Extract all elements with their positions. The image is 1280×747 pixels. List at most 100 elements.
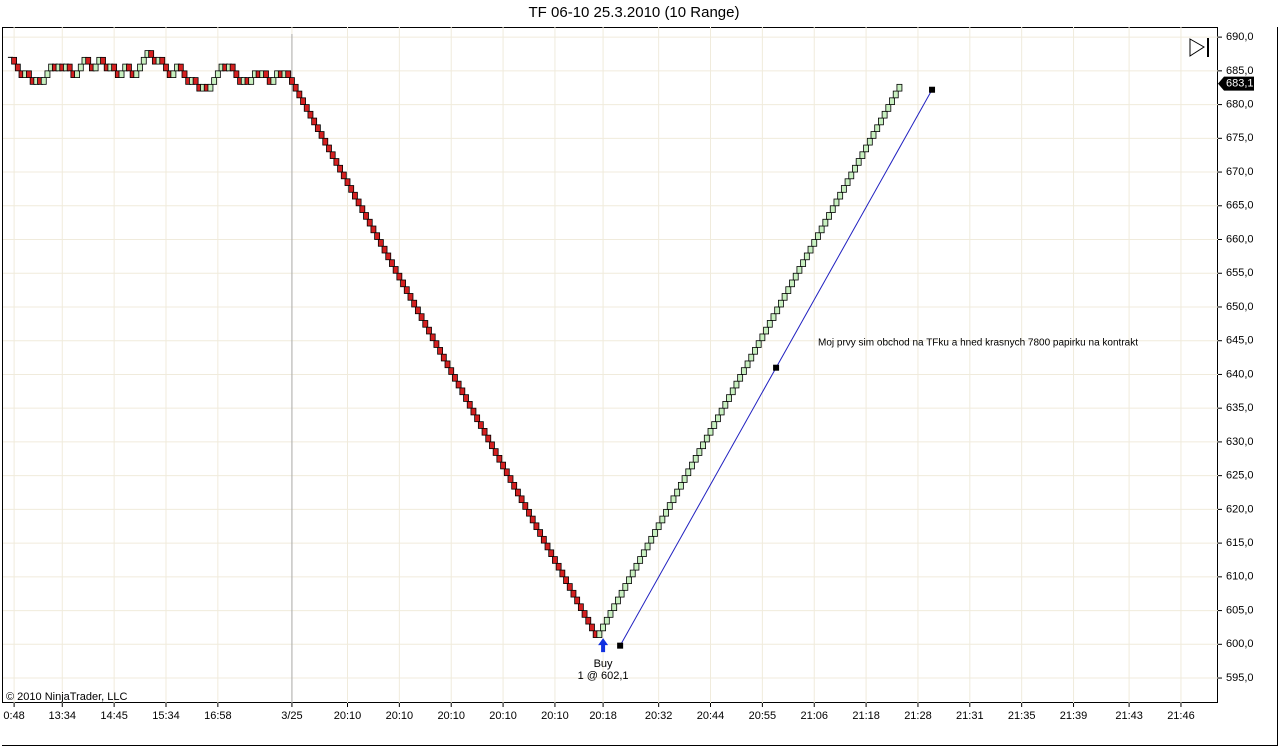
bar: [566, 583, 573, 591]
bar: [192, 77, 199, 85]
bar: [133, 70, 140, 78]
bar: [329, 151, 336, 159]
bar: [385, 252, 392, 261]
bar: [296, 90, 303, 99]
x-tick-label: 14:45: [100, 710, 128, 722]
x-tick-label: 21:28: [904, 710, 932, 722]
bar: [540, 535, 547, 544]
bar: [796, 266, 803, 274]
bar: [340, 171, 347, 180]
bar: [392, 266, 399, 274]
y-tick-label: 635,0: [1226, 402, 1254, 414]
bar: [555, 562, 562, 571]
bar: [840, 185, 847, 193]
bar: [503, 468, 510, 477]
bar: [878, 117, 884, 126]
bar: [270, 77, 277, 85]
bar: [544, 542, 551, 551]
bar: [507, 475, 514, 483]
bar: [770, 313, 777, 321]
bar: [648, 535, 655, 544]
layer: 595,0 600,0 605,0 610,0 615,0 620,0 625,0 630,0…: [3, 27, 1254, 722]
bar: [589, 623, 595, 632]
bar: [618, 589, 625, 598]
bar: [511, 481, 518, 490]
bar: [92, 63, 99, 72]
bar: [433, 340, 440, 348]
bar: [474, 414, 481, 423]
bar: [214, 70, 221, 78]
x-tick-label: 0:48: [3, 710, 24, 722]
bar: [496, 455, 503, 463]
bar: [477, 421, 484, 429]
bar: [500, 461, 506, 470]
x-tick-label: 21:43: [1115, 710, 1143, 722]
bar: [444, 360, 451, 369]
bar: [74, 70, 80, 78]
bar: [637, 556, 644, 564]
bar: [85, 56, 92, 65]
bar: [818, 225, 825, 234]
bar: [681, 475, 688, 483]
bar: [733, 380, 740, 389]
bar: [792, 272, 799, 281]
bar: [811, 239, 818, 247]
bar: [866, 137, 873, 146]
bar: [729, 387, 736, 396]
bar: [670, 495, 677, 504]
trend-anchor: [929, 86, 936, 93]
bar: [537, 529, 544, 537]
bar: [363, 212, 369, 220]
x-tick-label: 15:34: [152, 710, 180, 722]
bar: [303, 104, 310, 112]
y-tick-label: 660,0: [1226, 233, 1254, 245]
bar: [322, 137, 329, 146]
icon-triangle: [1189, 38, 1205, 57]
bar: [548, 549, 555, 558]
bar: [300, 97, 306, 105]
bar: [777, 299, 784, 308]
bar: [859, 151, 866, 159]
bar: [748, 353, 755, 362]
y-tick-label: 650,0: [1226, 301, 1254, 313]
bar: [418, 313, 425, 321]
bar: [118, 70, 125, 78]
bar: [563, 576, 569, 584]
bar: [140, 56, 147, 65]
x-tick-label: 20:55: [749, 710, 777, 722]
last-price-label: 683,1: [1226, 78, 1254, 90]
buy-detail: 1 @ 602,1: [578, 670, 629, 682]
bar: [737, 374, 744, 382]
bar: [100, 56, 106, 65]
bar: [703, 434, 710, 443]
bar: [807, 245, 814, 254]
copyright: © 2010 NinjaTrader, LLC: [6, 691, 127, 703]
x-tick-label: 20:10: [489, 710, 517, 722]
bar: [426, 326, 432, 335]
y-tick-label: 600,0: [1226, 638, 1254, 650]
bar: [663, 508, 669, 517]
bar: [333, 158, 340, 166]
bar: [389, 259, 395, 267]
bar: [348, 185, 355, 193]
bar: [374, 232, 381, 240]
y-tick-label: 610,0: [1226, 571, 1254, 583]
x-tick-label: 20:10: [541, 710, 569, 722]
bar: [581, 610, 588, 618]
bar: [211, 77, 218, 85]
bar: [111, 63, 118, 72]
bar: [677, 481, 684, 490]
y-tick-label: 685,0: [1226, 65, 1254, 77]
bar: [659, 515, 666, 524]
bar: [600, 623, 606, 632]
bar: [848, 171, 855, 180]
y-tick-label: 675,0: [1226, 132, 1254, 144]
bar: [718, 407, 725, 416]
bar: [381, 245, 388, 254]
bar: [626, 576, 632, 584]
bar: [889, 97, 895, 105]
bar: [785, 286, 792, 294]
y-tick-label: 665,0: [1226, 200, 1254, 212]
bar: [881, 110, 888, 119]
bar: [440, 353, 447, 362]
